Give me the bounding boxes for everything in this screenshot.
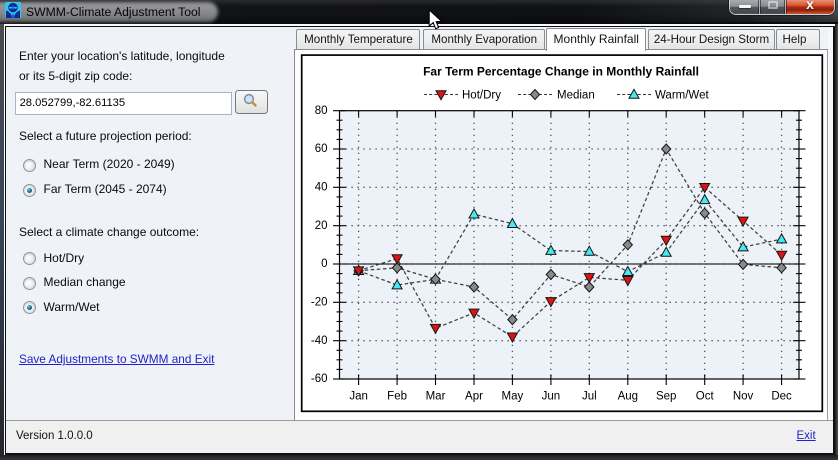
svg-text:-40: -40 (311, 334, 328, 346)
svg-text:-20: -20 (311, 296, 328, 308)
svg-text:May: May (502, 390, 524, 402)
svg-text:Jan: Jan (349, 390, 368, 402)
svg-text:Median: Median (557, 89, 595, 101)
svg-text:40: 40 (315, 181, 328, 193)
svg-text:Dec: Dec (771, 390, 792, 402)
svg-text:Sep: Sep (656, 390, 676, 402)
svg-text:80: 80 (315, 104, 328, 116)
svg-text:Nov: Nov (733, 390, 754, 402)
svg-text:-60: -60 (311, 373, 328, 385)
svg-text:Hot/Dry: Hot/Dry (462, 89, 501, 101)
svg-text:Jun: Jun (542, 390, 561, 402)
svg-text:Warm/Wet: Warm/Wet (655, 89, 709, 101)
svg-text:Jul: Jul (582, 390, 597, 402)
svg-text:Aug: Aug (618, 390, 638, 402)
svg-text:Feb: Feb (387, 390, 407, 402)
svg-text:Mar: Mar (426, 390, 446, 402)
svg-text:Oct: Oct (696, 390, 715, 402)
svg-text:Apr: Apr (465, 390, 483, 402)
svg-text:20: 20 (315, 219, 328, 231)
svg-text:0: 0 (321, 258, 327, 270)
svg-text:Far Term Percentage Change in: Far Term Percentage Change in Monthly Ra… (423, 64, 699, 78)
svg-text:60: 60 (315, 143, 328, 155)
